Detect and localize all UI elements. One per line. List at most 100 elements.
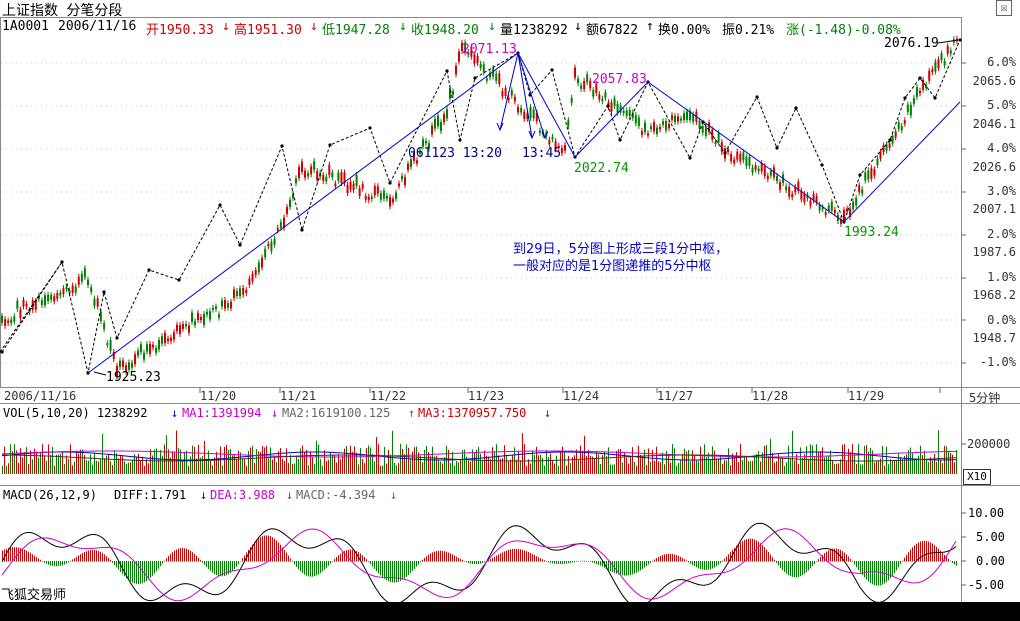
macd-bar [500,553,501,562]
candle-body [295,178,297,184]
candle-body [419,150,421,154]
candle-body [637,117,640,127]
volume-bar [616,450,617,474]
candle-body [870,167,873,179]
stroke-vertex [606,104,610,108]
macd-bar [108,558,109,562]
volume-bar [720,455,721,474]
candle-body [1,315,3,323]
macd-bar [760,543,761,562]
macd-bar [166,558,167,562]
candle-body [59,292,62,296]
volume-bar [798,463,799,474]
volume-bar [206,459,207,474]
macd-bar [20,548,21,562]
volume-bar [428,452,429,474]
candle-body [149,343,151,355]
candle-body [821,207,824,210]
candle-body [455,65,457,75]
candle-body [77,276,80,285]
pct-tick: 2.0% [987,227,1016,241]
macd-bar [112,561,113,563]
macd-bar [790,561,791,577]
volume-bar [932,460,933,474]
candle-body [446,109,448,119]
macd-bar [218,561,219,576]
volume-bar [186,450,187,474]
stroke-vertex [147,268,151,272]
candle-body [745,156,748,166]
candle-body [106,343,109,346]
close-button[interactable]: ☒ [996,0,1012,16]
down-arrow-icon: ↓ [488,19,496,34]
macd-bar [834,548,835,562]
volume-bar [942,463,943,474]
volume-bar [270,447,271,474]
down-arrow-icon: ↓ [171,406,179,420]
macd-bar [420,561,421,563]
candle-body [616,103,619,113]
volume-bar [660,462,661,474]
candle-body [717,132,720,143]
candle-body [526,113,529,119]
volume-bar [584,435,585,474]
volume-bar [188,465,189,474]
macd-bar [902,560,903,562]
candle-body [428,143,430,149]
macd-bar [490,559,491,562]
macd-bar [862,561,863,576]
candle-body [919,91,921,94]
candle-body [686,111,688,120]
volume-bar [922,454,923,474]
volume-bar [594,458,595,474]
macd-bar [160,561,161,567]
volume-bar [84,454,85,474]
volume-bar [530,463,531,474]
macd-bar [362,555,363,562]
macd-bar [556,561,557,564]
macd-bar [476,561,477,565]
candle-body [422,139,424,147]
volume-bar [560,450,561,474]
macd-bar [70,560,71,562]
candle-body [128,362,130,370]
candle-body [361,184,364,189]
macd-bar [114,561,115,566]
candle-body [56,293,59,299]
volume-bar [212,465,213,474]
volume-bar [914,458,915,474]
volume-bar [910,447,911,474]
macd-bar [314,561,315,577]
scale-button[interactable]: X10 [963,469,991,485]
candle-body [331,172,334,178]
volume-bar [674,448,675,474]
candle-body [340,172,343,184]
volume-bar [508,460,509,474]
volume-bar [82,449,83,474]
candle-body [313,161,316,170]
volume-bar [148,463,149,474]
volume-bar [806,446,807,474]
candle-body [940,53,943,61]
macd-bar [150,561,151,578]
macd-bar [804,561,805,574]
volume-bar [332,454,333,474]
volume-bar [434,456,435,474]
candle-body [401,175,403,180]
candle-body [625,110,628,116]
volume-bar [262,445,263,474]
volume-bar [36,451,37,474]
macd-bar [492,557,493,562]
volume-bar [128,462,129,474]
macd-bar [892,561,893,576]
period-label[interactable]: 5分钟 [969,391,1001,405]
candle-body [47,294,50,301]
candle-body [925,84,928,89]
volume-bar [844,444,845,474]
macd-bar [288,555,289,562]
macd-bar [944,554,945,562]
macd-bar [668,553,669,562]
macd-bar [210,561,211,571]
macd-tick: 10.00 [968,506,1005,520]
